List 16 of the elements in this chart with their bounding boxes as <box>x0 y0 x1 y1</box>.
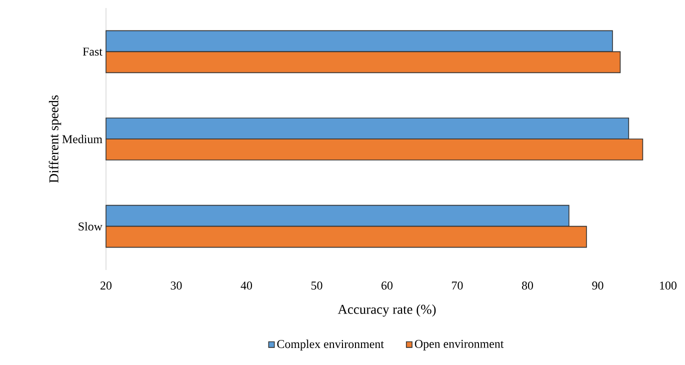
x-tick-label: 80 <box>522 282 534 290</box>
x-tick-label: 50 <box>311 282 322 290</box>
y-tick-label: Medium <box>62 134 102 144</box>
x-tick-label: 30 <box>170 282 182 290</box>
x-tick-label: 40 <box>240 282 252 290</box>
legend-label: Open environment <box>414 340 504 350</box>
x-tick-label: 60 <box>382 282 393 290</box>
x-tick-label: 20 <box>100 282 112 290</box>
legend-label: Complex environment <box>277 340 384 351</box>
y-tick-label: Fast <box>82 48 102 56</box>
x-tick-label: 90 <box>592 282 604 290</box>
y-tick-label: Slow <box>78 222 102 231</box>
x-axis-title: Accuracy rate (%) <box>338 304 436 317</box>
x-tick-label: 100 <box>660 282 676 290</box>
x-tick-label: 70 <box>452 282 463 290</box>
y-axis-title: Different speeds <box>48 95 62 183</box>
